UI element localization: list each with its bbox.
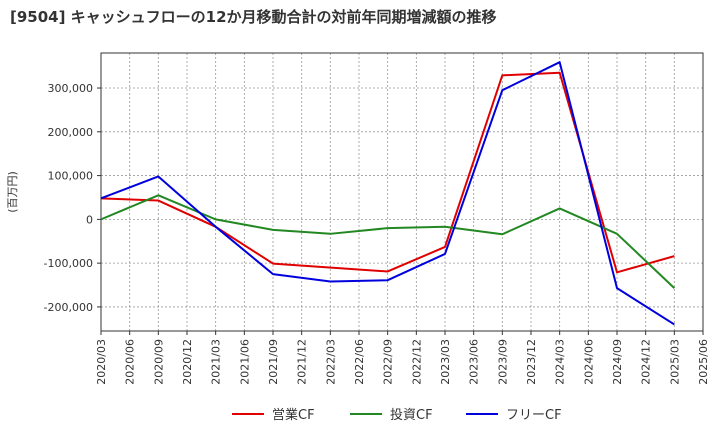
y-tick-label: 300,000 [48, 82, 94, 95]
x-tick-label: 2020/12 [181, 339, 194, 385]
x-tick-label: 2023/12 [525, 339, 538, 385]
x-tick-label: 2022/12 [410, 339, 423, 385]
y-tick-labels: -200,000 -100,000 0 100,000 200,000 300,000 [44, 82, 101, 314]
series-layer [100, 61, 676, 326]
y-tick-label: -100,000 [44, 257, 93, 270]
x-tick-label: 2021/03 [210, 339, 223, 385]
y-axis-label: (百万円) [6, 171, 19, 213]
x-tick-label: 2024/06 [582, 339, 595, 385]
y-tick-label: 200,000 [48, 126, 94, 139]
x-tick-label: 2023/09 [496, 339, 509, 385]
y-tick-label: 100,000 [48, 170, 94, 183]
series-line-2 [100, 61, 675, 326]
grid-layer [100, 53, 704, 331]
legend-label-1: 投資CF [390, 407, 433, 423]
x-tick-label: 2023/06 [468, 339, 481, 385]
x-tick-label: 2020/06 [124, 339, 137, 385]
legend: 営業CF 投資CF フリーCF [232, 407, 562, 423]
x-tick-label: 2021/12 [296, 339, 309, 385]
x-tick-label: 2025/03 [668, 339, 681, 385]
legend-label-2: フリーCF [506, 408, 562, 423]
y-tick-label: -200,000 [44, 301, 93, 314]
x-tick-label: 2023/03 [439, 339, 452, 385]
x-tick-label: 2021/06 [238, 339, 251, 385]
x-tick-label: 2020/03 [95, 339, 108, 385]
legend-label-0: 営業CF [272, 407, 315, 423]
x-tick-label: 2024/09 [611, 339, 624, 385]
x-tick-label: 2025/06 [697, 339, 710, 385]
y-tick-label: 0 [86, 213, 93, 226]
x-tick-labels: 2020/03 2020/06 2020/09 2020/12 2021/03 2021/… [95, 331, 710, 385]
x-tick-label: 2022/06 [353, 339, 366, 385]
x-tick-label: 2024/12 [640, 339, 653, 385]
x-tick-label: 2022/03 [324, 339, 337, 385]
x-tick-label: 2022/09 [382, 339, 395, 385]
x-tick-label: 2020/09 [152, 339, 165, 385]
x-tick-label: 2021/09 [267, 339, 280, 385]
chart-title: [9504] キャッシュフローの12か月移動合計の対前年同期増減額の推移 [10, 8, 497, 26]
x-tick-label: 2024/03 [554, 339, 567, 385]
plot-frame [100, 52, 704, 332]
